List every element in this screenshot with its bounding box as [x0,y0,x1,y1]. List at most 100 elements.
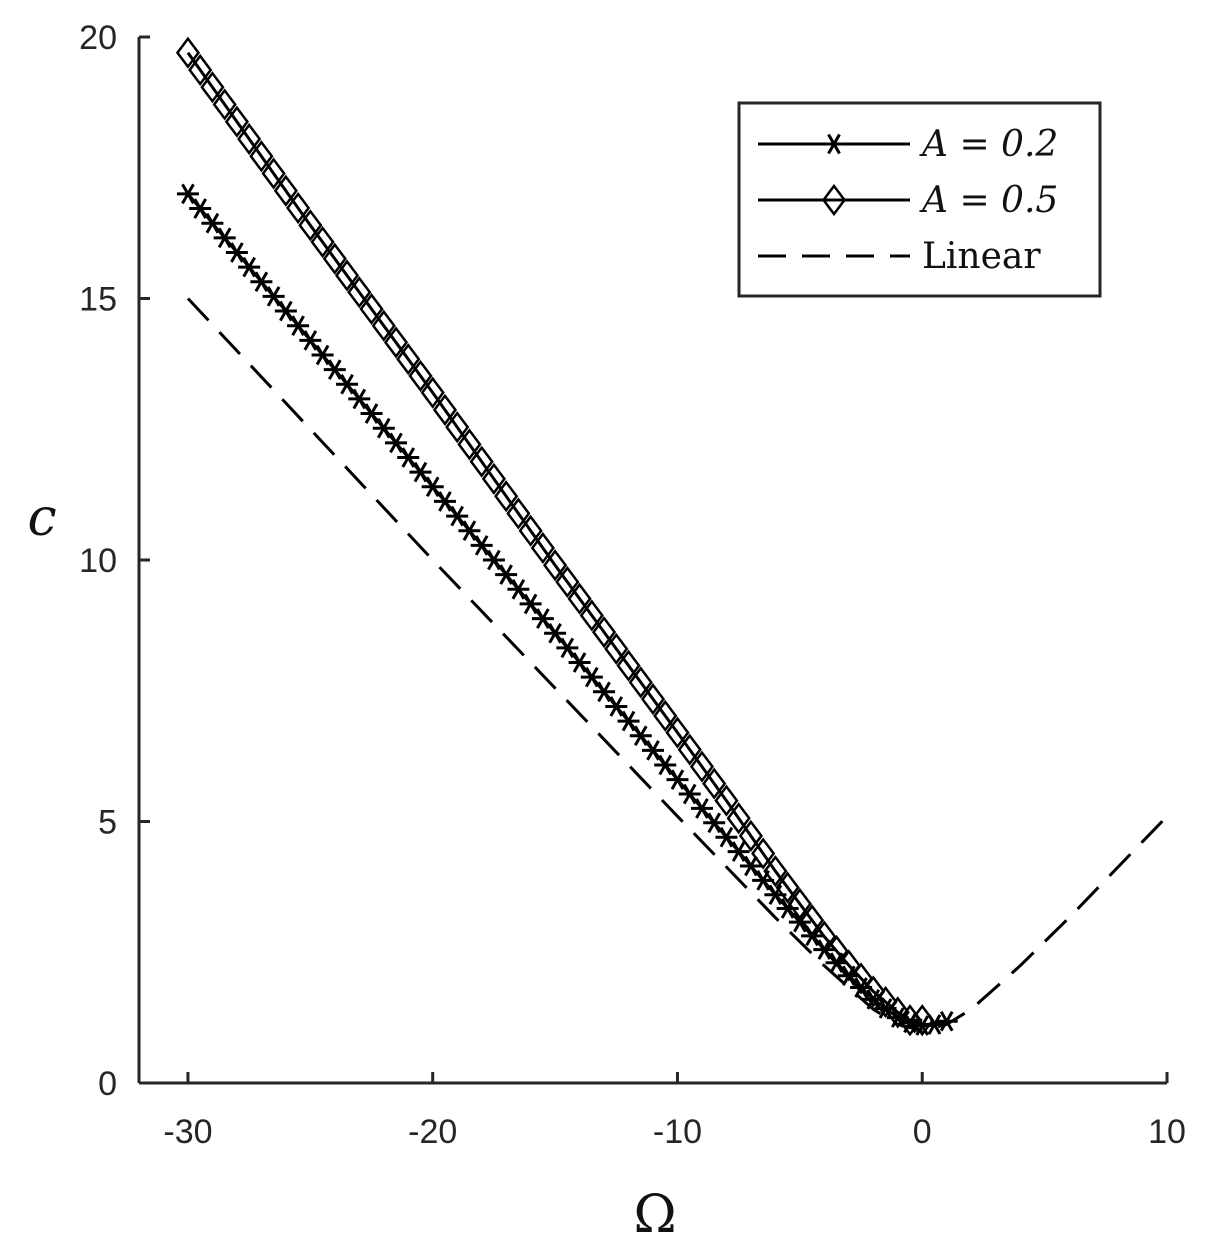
data-point [507,579,530,600]
data-point [703,812,726,834]
data-point [519,593,542,615]
data-point [237,122,262,156]
data-point [628,666,653,699]
data-point [274,300,297,322]
legend-item-a02: A = 0.2 [758,124,1058,165]
plot-area [175,36,1169,1037]
data-point [408,359,433,392]
data-point [518,514,543,547]
data-point [848,962,874,995]
data-point [738,819,763,852]
data-point [371,309,396,342]
data-point [383,326,409,359]
data-point [836,949,861,982]
data-point [714,784,739,817]
data-point [273,174,298,207]
data-point [396,343,421,376]
data-point [910,1004,935,1037]
data-point [653,699,678,732]
data-point [213,227,236,249]
data-point [457,428,482,461]
series-line-1 [186,51,923,1022]
data-point [224,105,249,138]
data-point [604,632,629,665]
data-point [568,652,591,673]
data-point [775,871,800,904]
data-point [690,798,713,819]
axes: -30 -20 -10 0 10 0 5 10 15 20 [79,19,1186,1151]
data-point [885,996,910,1029]
legend-label-linear: Linear [922,236,1041,277]
data-point [593,681,616,703]
y-tick-label: 0 [98,1065,117,1103]
series-2 [186,297,1169,1033]
data-point [689,750,715,783]
data-point [445,411,470,444]
data-point [702,767,727,800]
data-point [249,140,274,173]
data-point [787,887,812,920]
data-point [225,242,248,263]
data-point [298,209,323,242]
data-point [212,88,237,121]
data-point [824,934,849,968]
data-point [677,733,702,766]
data-point [250,271,273,293]
data-point [751,837,776,870]
data-point [726,802,751,835]
data-point [311,344,334,366]
data-point [261,157,286,190]
data-point [642,740,664,761]
data-point [591,616,617,649]
y-tick-label: 5 [98,804,117,842]
data-point [495,564,518,585]
data-point [200,71,225,104]
data-point [616,649,641,682]
data-point [482,549,505,571]
data-point [727,841,750,862]
data-point [763,855,788,888]
legend-label-a02: A = 0.2 [919,124,1058,165]
data-point [543,549,568,582]
data-point [188,53,213,87]
data-point [739,855,762,877]
legend: A = 0.2 A = 0.5 Linear [737,101,1102,298]
x-tick-label: -10 [653,1113,702,1151]
data-point [567,582,592,615]
data-point [506,497,531,530]
data-point [555,565,580,599]
data-point [336,373,359,395]
data-point [323,359,346,380]
data-point [678,783,701,805]
data-point [617,710,640,732]
data-point [334,259,360,292]
data-point [897,1004,923,1037]
y-tick-label: 15 [79,281,117,319]
legend-marker-asterisk-icon [823,133,845,155]
data-point [347,276,372,309]
data-point [579,599,604,632]
x-tick-label: -30 [163,1113,212,1151]
data-point [812,920,837,953]
data-point [605,696,628,717]
data-point [176,183,199,205]
legend-marker-diamond-icon [821,183,847,217]
y-axis-label: c [27,488,56,548]
data-point [359,292,384,326]
data-point [262,286,285,307]
data-point [629,725,652,747]
data-point [397,447,420,468]
data-point [189,198,212,219]
legend-item-a05: A = 0.5 [758,180,1058,221]
data-point [286,191,311,225]
data-point [348,388,371,410]
data-point [175,36,201,69]
data-point [287,315,310,336]
legend-label-a05: A = 0.5 [919,180,1058,221]
data-point [530,531,555,565]
data-point [531,608,554,629]
data-point [420,376,445,409]
data-point [800,904,825,937]
y-tick-label: 20 [79,19,117,57]
